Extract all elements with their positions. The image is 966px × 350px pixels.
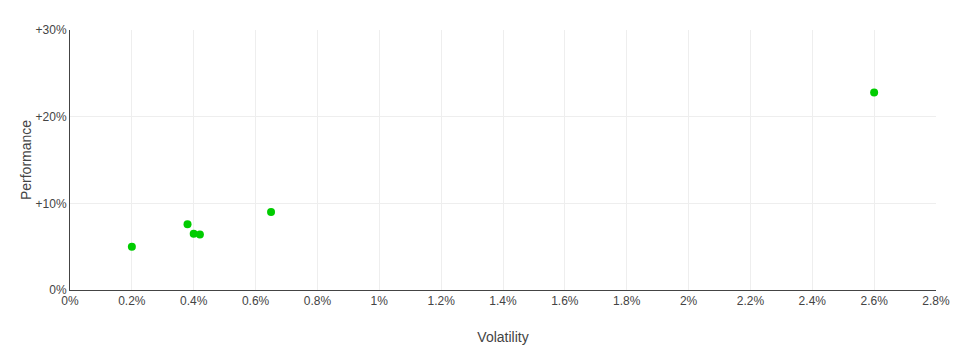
svg-text:0.8%: 0.8% [304, 294, 332, 308]
svg-text:1.2%: 1.2% [427, 294, 455, 308]
svg-text:0.4%: 0.4% [180, 294, 208, 308]
svg-text:2%: 2% [680, 294, 698, 308]
svg-text:1.4%: 1.4% [489, 294, 517, 308]
svg-text:1%: 1% [371, 294, 389, 308]
svg-text:1.6%: 1.6% [551, 294, 579, 308]
svg-text:+10%: +10% [36, 197, 67, 211]
svg-text:0.6%: 0.6% [242, 294, 270, 308]
svg-text:2.4%: 2.4% [799, 294, 827, 308]
svg-text:Performance: Performance [18, 120, 34, 200]
svg-text:1.8%: 1.8% [613, 294, 641, 308]
svg-text:2.8%: 2.8% [922, 294, 950, 308]
svg-text:Volatility: Volatility [477, 329, 528, 345]
svg-text:2.6%: 2.6% [860, 294, 888, 308]
svg-text:0.2%: 0.2% [118, 294, 146, 308]
svg-text:+20%: +20% [36, 110, 67, 124]
svg-text:2.2%: 2.2% [737, 294, 765, 308]
svg-text:+30%: +30% [36, 23, 67, 37]
svg-text:0%: 0% [49, 283, 67, 297]
svg-text:0%: 0% [61, 294, 79, 308]
